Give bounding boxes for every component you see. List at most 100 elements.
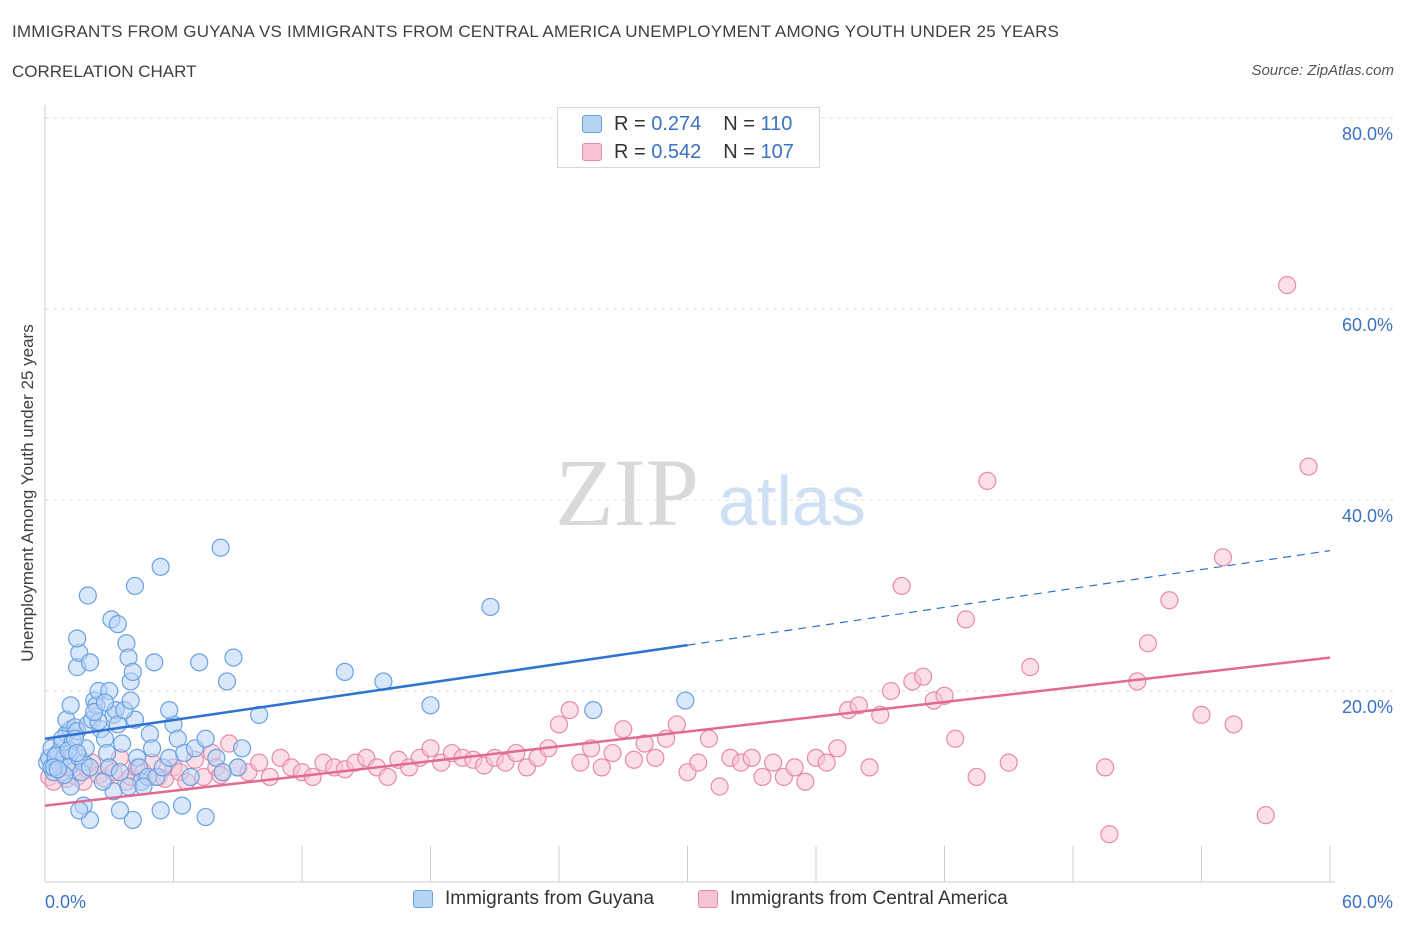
grid-lines — [45, 117, 1395, 692]
legend-n-value: 107 — [760, 140, 794, 163]
guyana-point — [80, 758, 100, 777]
x-tick-label-max: 60.0% — [1342, 892, 1393, 912]
legend-n-label: N = — [723, 112, 755, 135]
guyana-point — [481, 597, 500, 617]
chart-subtitle: CORRELATION CHART — [12, 62, 197, 81]
guyana-point — [68, 743, 87, 763]
chart-title: IMMIGRANTS FROM GUYANA VS IMMIGRANTS FRO… — [12, 22, 1060, 41]
central-america-point — [250, 753, 269, 772]
central-america-point — [1213, 548, 1233, 567]
bottom-legend-label: Immigrants from Guyana — [445, 888, 655, 909]
guyana-point — [110, 801, 130, 820]
bottom-legend-label: Immigrants from Central America — [730, 888, 1008, 909]
central-america-point — [1160, 591, 1179, 610]
central-america-point — [828, 739, 847, 758]
guyana-point — [145, 653, 164, 672]
central-america-point — [785, 758, 804, 777]
central-america-point — [646, 748, 665, 767]
bottom-legend-central-america: Immigrants from Central America — [698, 888, 1008, 910]
x-axis-ticks — [44, 846, 1331, 882]
central-america-point — [817, 753, 836, 772]
central-america-point — [1299, 457, 1318, 476]
central-america-point — [860, 758, 879, 777]
central-america-point — [592, 758, 611, 777]
central-america-point — [571, 753, 590, 772]
legend-n-label: N = — [723, 140, 755, 163]
trend-line-guyana — [44, 643, 688, 740]
guyana-point — [172, 796, 192, 815]
central-america-point — [549, 715, 569, 734]
trend-line-central-america — [44, 656, 1331, 807]
guyana-point — [584, 700, 603, 720]
guyana-point — [78, 586, 97, 605]
central-america-point — [378, 767, 397, 787]
legend-row-guyana: R = 0.274 N = 110 — [582, 112, 792, 136]
series-guyana-points — [38, 538, 695, 830]
central-america-point — [742, 748, 761, 767]
guyana-point — [232, 739, 252, 758]
y-axis-label: Unemployment Among Youth under 25 years — [18, 324, 37, 661]
central-america-point — [935, 686, 954, 705]
y-axis-tick-labels: 20.0% 40.0% 60.0% 80.0% — [1342, 124, 1393, 717]
central-america-point — [946, 729, 965, 748]
central-america-point — [1224, 715, 1243, 734]
guyana-point — [213, 763, 232, 782]
legend-r-value: 0.274 — [651, 112, 702, 135]
central-america-point — [1278, 276, 1297, 295]
guyana-point — [110, 763, 130, 782]
guyana-point — [68, 629, 87, 648]
central-america-point — [421, 739, 440, 758]
legend-swatch-blue — [582, 115, 602, 133]
legend-r-label: R = — [614, 112, 646, 135]
central-america-point — [967, 767, 986, 787]
trend-lines — [44, 550, 1331, 807]
guyana-point — [151, 801, 170, 820]
central-america-point — [635, 734, 654, 753]
central-america-point — [689, 753, 708, 772]
guyana-point — [108, 615, 127, 634]
y-tick-label: 80.0% — [1342, 124, 1393, 144]
legend-r-value: 0.542 — [651, 140, 702, 163]
central-america-point — [710, 777, 729, 796]
guyana-point — [217, 672, 237, 691]
y-tick-label: 20.0% — [1342, 697, 1393, 717]
central-america-point — [667, 715, 686, 734]
x-tick-label-min: 0.0% — [45, 892, 86, 912]
guyana-point — [61, 696, 80, 715]
guyana-point — [70, 801, 89, 820]
guyana-point — [211, 538, 230, 557]
guyana-point — [160, 748, 179, 767]
guyana-point — [151, 557, 170, 576]
y-tick-label: 60.0% — [1342, 315, 1393, 335]
central-america-point — [764, 753, 783, 772]
central-america-point — [303, 767, 322, 787]
central-america-point — [1192, 705, 1211, 724]
guyana-point — [196, 729, 215, 748]
central-america-point — [624, 750, 644, 769]
guyana-point — [676, 691, 695, 710]
central-america-point — [614, 720, 633, 739]
guyana-point — [228, 758, 247, 777]
legend-r-label: R = — [614, 140, 646, 163]
central-america-point — [913, 667, 933, 686]
guyana-point — [190, 653, 209, 672]
central-america-point — [1096, 758, 1115, 777]
guyana-point — [48, 760, 67, 779]
guyana-point — [93, 772, 112, 791]
central-america-point — [956, 610, 976, 629]
y-tick-label: 40.0% — [1342, 506, 1393, 526]
bottom-legend-guyana: Immigrants from Guyana — [413, 888, 654, 910]
guyana-point — [112, 734, 132, 753]
central-america-point — [603, 743, 622, 763]
guyana-point — [95, 693, 115, 712]
watermark-zip: ZIP — [555, 439, 699, 546]
legend-n-value: 110 — [760, 112, 793, 135]
guyana-point — [80, 653, 100, 672]
guyana-point — [125, 576, 145, 596]
trend-line-guyana-extension — [687, 550, 1331, 646]
guyana-point — [142, 739, 162, 758]
guyana-point — [421, 696, 440, 715]
central-america-point — [1138, 634, 1158, 653]
watermark-atlas: atlas — [718, 462, 866, 540]
central-america-point — [1100, 825, 1119, 844]
